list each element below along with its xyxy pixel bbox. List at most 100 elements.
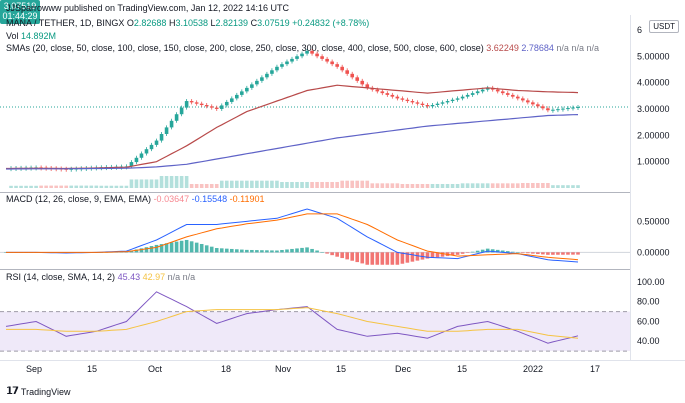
rsi-value: 45.43 <box>117 272 141 282</box>
candle-body <box>325 58 329 62</box>
macd-hist-bar <box>390 252 395 265</box>
price-tick-label: 2.00000 <box>637 130 670 140</box>
macd-hist-bar <box>435 252 440 258</box>
candle-body <box>425 105 430 107</box>
macd-hist-bar <box>139 248 144 253</box>
macd-hist-bar <box>485 248 490 253</box>
volume-bar <box>159 176 164 188</box>
macd-hist-bar <box>204 245 209 253</box>
candle-body <box>219 105 224 109</box>
candle-body <box>470 93 475 95</box>
candle-body <box>485 87 490 90</box>
volume-bar <box>370 183 375 188</box>
candle-body <box>340 66 344 71</box>
macd-hist-bar <box>305 247 309 253</box>
candle-body <box>435 103 440 105</box>
time-tick-label: 2022 <box>523 364 543 374</box>
time-tick-label: Oct <box>148 364 163 374</box>
candle-body <box>209 106 214 108</box>
macd-hist-bar <box>295 248 299 253</box>
volume-bar <box>450 184 455 188</box>
volume-bar <box>59 185 63 188</box>
volume-bar <box>219 180 224 188</box>
volume-bar <box>99 185 104 188</box>
candle-body <box>159 133 164 141</box>
volume-bar <box>49 185 53 188</box>
macd-hist-bar <box>370 252 375 265</box>
macd-hist-bar <box>526 252 530 254</box>
candle-body <box>551 109 555 111</box>
candle-body <box>199 103 204 105</box>
candle-body <box>310 50 314 54</box>
sma-value-2: 2.78684 <box>521 43 554 53</box>
volume-bar <box>14 185 18 188</box>
candle-body <box>571 107 575 109</box>
sma-20-line <box>6 84 579 170</box>
candle-body <box>576 106 580 108</box>
symbol-name[interactable]: MANA / TETHER, 1D, BINGX <box>6 18 125 28</box>
volume-label[interactable]: Vol <box>6 31 19 41</box>
candle-body <box>405 99 410 102</box>
candle-body <box>204 105 209 107</box>
macd-hist-bar <box>480 249 485 253</box>
macd-label[interactable]: MACD (12, 26, close, 9, EMA, EMA) <box>6 194 152 204</box>
currency-badge[interactable]: USDT <box>649 20 679 33</box>
volume-bar <box>536 183 540 188</box>
volume-bar <box>224 180 229 188</box>
macd-hist-bar <box>194 242 199 253</box>
sma-legend: SMAs (20, close, 50, close, 100, close, … <box>6 43 599 53</box>
macd-hist-bar <box>430 252 435 258</box>
candle-body <box>229 98 234 102</box>
volume-bar <box>124 185 129 188</box>
volume-bar <box>400 184 405 188</box>
volume-bar <box>134 179 139 188</box>
macd-legend: MACD (12, 26, close, 9, EMA, EMA) -0.036… <box>6 194 265 204</box>
volume-bar <box>295 182 299 188</box>
macd-hist-bar <box>450 252 455 256</box>
macd-hist-bar <box>154 244 159 253</box>
macd-hist-bar <box>385 252 390 265</box>
time-tick-label: 15 <box>457 364 467 374</box>
macd-hist-bar <box>199 243 204 253</box>
volume-bar <box>260 180 264 188</box>
volume-bar <box>79 185 84 188</box>
rsi-sma-value: 42.97 <box>142 272 166 282</box>
volume-bar <box>179 176 184 188</box>
candle-body <box>410 101 415 103</box>
macd-hist-bar <box>536 252 540 255</box>
candle-body <box>350 73 355 78</box>
volume-value: 14.892M <box>21 31 57 41</box>
macd-hist-bar <box>541 252 545 255</box>
volume-bar <box>365 180 370 188</box>
candle-body <box>465 94 470 97</box>
candle-body <box>189 101 194 103</box>
volume-bar <box>174 176 179 188</box>
ohlc-change: +0.24832 (+8.78%) <box>292 18 370 28</box>
volume-bar <box>144 179 149 188</box>
volume-bar <box>290 182 294 188</box>
rsi-label[interactable]: RSI (14, close, SMA, 14, 2) <box>6 272 116 282</box>
volume-bar <box>184 176 189 188</box>
volume-bar <box>84 185 89 188</box>
volume-bar <box>470 183 475 188</box>
tradingview-logo-icon: 𝟭𝟳 <box>6 386 19 397</box>
macd-hist-bar <box>250 249 254 253</box>
volume-bar <box>490 183 495 188</box>
candle-body <box>415 102 420 104</box>
volume-bar <box>531 183 535 188</box>
volume-bar <box>139 179 144 188</box>
volume-bar <box>350 180 355 188</box>
footer: 𝟭𝟳 TradingView <box>6 386 70 397</box>
volume-bar <box>495 183 500 188</box>
symbol-ohlc-line: MANA / TETHER, 1D, BINGX O2.82688 H3.105… <box>6 18 369 28</box>
macd-hist-bar <box>285 249 289 253</box>
ohlc-o-label: O <box>126 18 134 28</box>
macd-hist-bar <box>235 249 239 253</box>
volume-bar <box>380 183 385 188</box>
macd-hist-bar <box>300 247 304 253</box>
macd-hist-bar <box>561 252 565 255</box>
sma-label[interactable]: SMAs (20, close, 50, close, 100, close, … <box>6 43 484 53</box>
candle-body <box>240 91 244 95</box>
volume-bar <box>521 183 525 188</box>
